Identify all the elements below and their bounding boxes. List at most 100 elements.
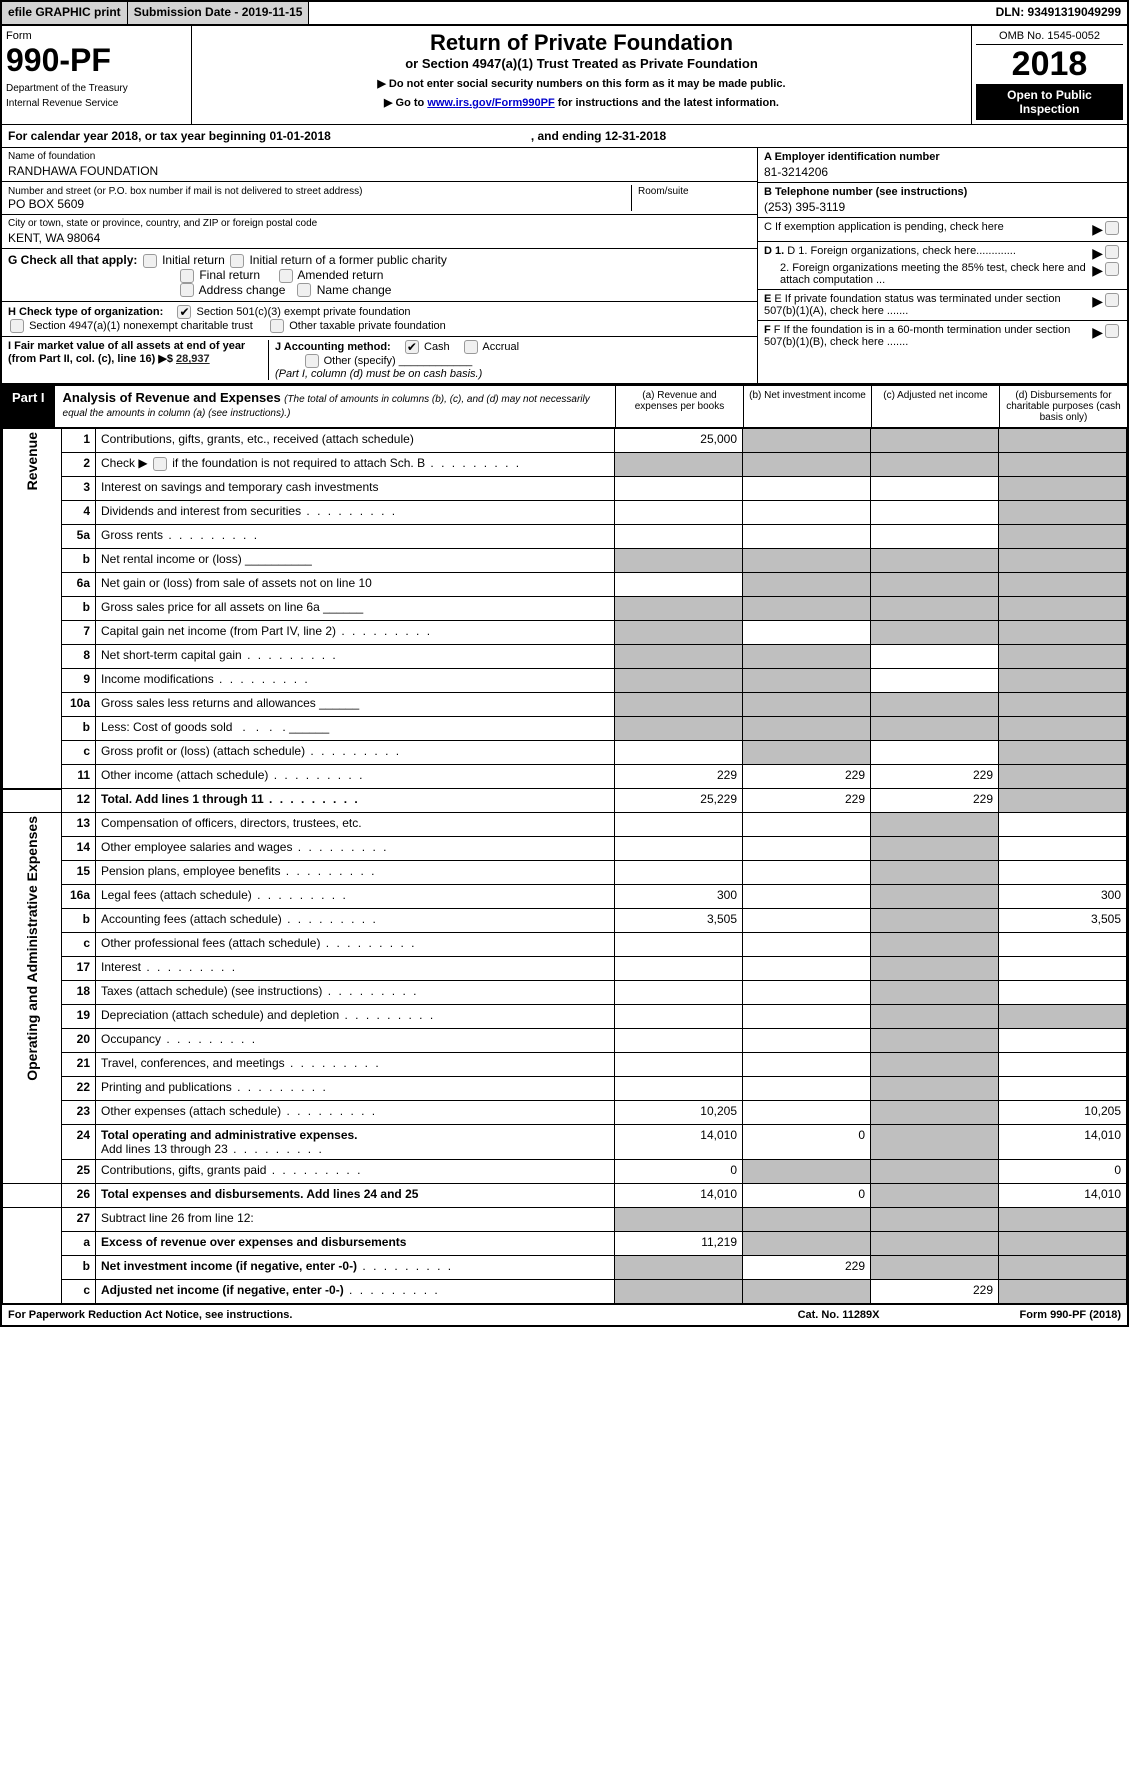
addr-label: Number and street (or P.O. box number if…: [8, 186, 362, 197]
efile-label: efile GRAPHIC print: [2, 2, 128, 24]
cell-27a: 11,219: [615, 1232, 743, 1256]
chk-initial[interactable]: [143, 254, 157, 268]
g-label: G Check all that apply:: [8, 253, 137, 267]
row-desc: Total expenses and disbursements. Add li…: [96, 1184, 615, 1208]
tel-label: B Telephone number (see instructions): [764, 186, 1121, 198]
arrow-icon: ▶: [1092, 293, 1103, 317]
chk-other-acct[interactable]: [305, 354, 319, 368]
chk-e[interactable]: [1105, 293, 1119, 307]
f-label: F F If the foundation is in a 60-month t…: [764, 324, 1088, 348]
instr2-suffix: for instructions and the latest informat…: [555, 97, 779, 109]
form-number: 990-PF: [6, 42, 187, 79]
row-desc: Adjusted net income (if negative, enter …: [96, 1280, 615, 1304]
cell-shade: [871, 429, 999, 453]
cell-11a: 229: [615, 765, 743, 789]
cell-shade: [999, 429, 1127, 453]
row-desc: Pension plans, employee benefits: [96, 861, 615, 885]
row-num: 26: [62, 1184, 96, 1208]
cell-11b: 229: [743, 765, 871, 789]
name-label: Name of foundation: [8, 151, 751, 162]
row-desc: Contributions, gifts, grants, etc., rece…: [96, 429, 615, 453]
cell-24a: 14,010: [615, 1125, 743, 1160]
row-num: 17: [62, 957, 96, 981]
row-desc: Other employee salaries and wages: [96, 837, 615, 861]
omb-number: OMB No. 1545-0052: [976, 30, 1123, 45]
row-desc: Total operating and administrative expen…: [96, 1125, 615, 1160]
row-num: b: [62, 597, 96, 621]
col-a-hdr: (a) Revenue and expenses per books: [615, 386, 743, 427]
row-desc: Gross profit or (loss) (attach schedule): [96, 741, 615, 765]
form-page: efile GRAPHIC print Submission Date - 20…: [0, 0, 1129, 1327]
tax-year: 2018: [976, 45, 1123, 84]
g-opt-5: Name change: [317, 283, 392, 297]
dept-treasury: Department of the Treasury: [6, 83, 187, 94]
row-desc: Subtract line 26 from line 12:: [96, 1208, 615, 1232]
h-opt1: Section 501(c)(3) exempt private foundat…: [197, 306, 411, 318]
chk-d2[interactable]: [1105, 262, 1119, 276]
row-desc: Capital gain net income (from Part IV, l…: [96, 621, 615, 645]
dln: DLN: 93491319049299: [990, 2, 1127, 24]
cell-16a-a: 300: [615, 885, 743, 909]
part-i-table: Revenue 1 Contributions, gifts, grants, …: [2, 428, 1127, 1304]
j-note: (Part I, column (d) must be on cash basi…: [275, 368, 482, 380]
row-desc: Gross sales less returns and allowances …: [96, 693, 615, 717]
row-desc: Depreciation (attach schedule) and deple…: [96, 1005, 615, 1029]
cell-24d: 14,010: [999, 1125, 1127, 1160]
chk-schb[interactable]: [153, 457, 167, 471]
cell-12b: 229: [743, 789, 871, 813]
chk-accrual[interactable]: [464, 340, 478, 354]
g-opt-2: Final return: [199, 268, 260, 282]
chk-c[interactable]: [1105, 221, 1119, 235]
row-num: a: [62, 1232, 96, 1256]
chk-4947[interactable]: [10, 319, 24, 333]
chk-cash[interactable]: [405, 340, 419, 354]
h-label: H Check type of organization:: [8, 306, 163, 318]
cell-26b: 0: [743, 1184, 871, 1208]
row-num: c: [62, 933, 96, 957]
chk-final[interactable]: [180, 269, 194, 283]
row-desc: Total. Add lines 1 through 11: [96, 789, 615, 813]
row-desc: Occupancy: [96, 1029, 615, 1053]
row-desc: Income modifications: [96, 669, 615, 693]
row-num: 22: [62, 1077, 96, 1101]
chk-f[interactable]: [1105, 324, 1119, 338]
row-desc: Other professional fees (attach schedule…: [96, 933, 615, 957]
i-val: 28,937: [176, 353, 210, 365]
chk-501c3[interactable]: [177, 305, 191, 319]
j-label: J Accounting method:: [275, 341, 391, 353]
cell-11c: 229: [871, 765, 999, 789]
chk-name[interactable]: [297, 283, 311, 297]
foundation-name: RANDHAWA FOUNDATION: [8, 164, 751, 178]
g-opt-0: Initial return: [162, 253, 225, 267]
row-desc: Other expenses (attach schedule): [96, 1101, 615, 1125]
instr-link[interactable]: www.irs.gov/Form990PF: [427, 97, 554, 109]
row-desc: Gross rents: [96, 525, 615, 549]
cell-26d: 14,010: [999, 1184, 1127, 1208]
footer-mid: Cat. No. 11289X: [798, 1309, 880, 1321]
cell-25a: 0: [615, 1160, 743, 1184]
row-desc: Legal fees (attach schedule): [96, 885, 615, 909]
row-desc: Compensation of officers, directors, tru…: [96, 813, 615, 837]
row-desc: Accounting fees (attach schedule): [96, 909, 615, 933]
row-desc: Net rental income or (loss) __________: [96, 549, 615, 573]
chk-initial-former[interactable]: [230, 254, 244, 268]
cell-shade: [743, 429, 871, 453]
row-num: 11: [62, 765, 96, 789]
cell-12a: 25,229: [615, 789, 743, 813]
side-revenue: Revenue: [3, 429, 62, 789]
chk-address[interactable]: [180, 283, 194, 297]
chk-d1[interactable]: [1105, 245, 1119, 259]
row-num: 18: [62, 981, 96, 1005]
part-i-header: Part I Analysis of Revenue and Expenses …: [2, 384, 1127, 428]
row-desc: Net short-term capital gain: [96, 645, 615, 669]
row-desc: Gross sales price for all assets on line…: [96, 597, 615, 621]
cell-27c: 229: [871, 1280, 999, 1304]
chk-amended[interactable]: [279, 269, 293, 283]
chk-other-tax[interactable]: [270, 319, 284, 333]
dept-irs: Internal Revenue Service: [6, 98, 187, 109]
row-num: c: [62, 1280, 96, 1304]
addr: PO BOX 5609: [8, 197, 84, 211]
cell-16b-a: 3,505: [615, 909, 743, 933]
row-desc: Contributions, gifts, grants paid: [96, 1160, 615, 1184]
row-num: 15: [62, 861, 96, 885]
